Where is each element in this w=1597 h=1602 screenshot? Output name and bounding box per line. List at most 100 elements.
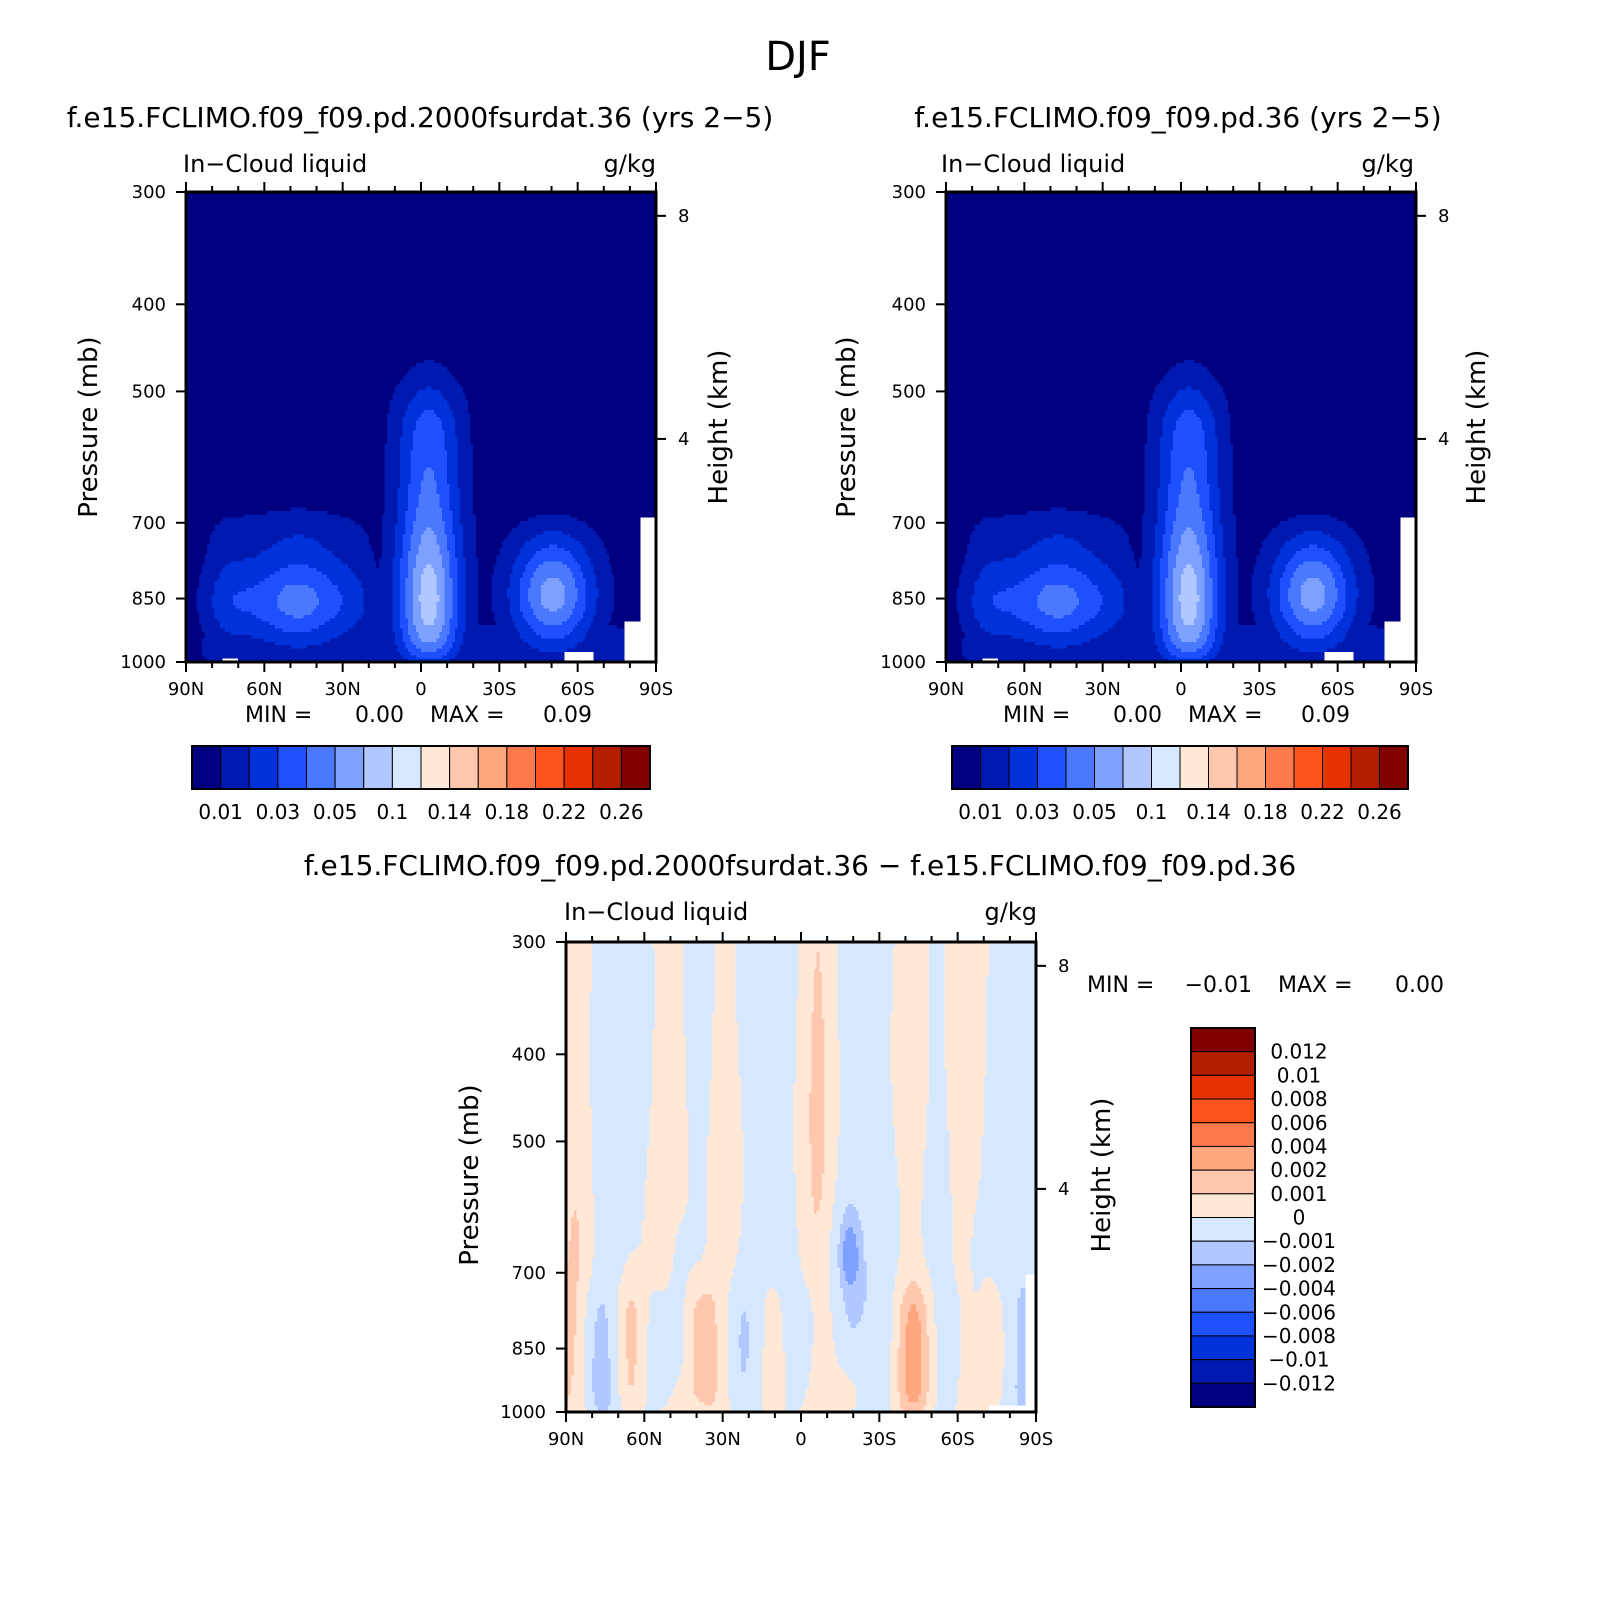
colorbar-box (1095, 746, 1124, 789)
y-axis-right-label: Height (km) (704, 350, 734, 505)
x-tick-label: 90S (639, 679, 673, 700)
x-tick-label: 30S (482, 679, 516, 700)
units-label: g/kg (985, 898, 1037, 926)
y-axis-label: Pressure (mb) (74, 336, 104, 517)
y-right-tick-label: 8 (678, 206, 689, 227)
min-label: MIN = (1003, 703, 1070, 728)
colorbar-label: 0.05 (1072, 800, 1117, 824)
x-tick-label: 30S (1242, 679, 1276, 700)
y-tick-label: 300 (132, 182, 166, 203)
colorbar-box (1152, 746, 1181, 789)
colorbar-label: 0.26 (599, 800, 644, 824)
panel-difference: f.e15.FCLIMO.f09_f09.pd.2000fsurdat.36 −… (304, 849, 1444, 1450)
colorbar-box (1323, 746, 1352, 789)
colorbar-box (307, 746, 336, 789)
colorbar-box (1380, 746, 1409, 789)
colorbar: 0.01 0.03 0.05 0.1 0.14 0.18 0.22 0.26 (952, 746, 1408, 824)
variable-label: In−Cloud liquid (183, 150, 367, 178)
colorbar-box (564, 746, 593, 789)
y-tick-label: 850 (892, 589, 926, 610)
x-tick-label: 60N (246, 679, 282, 700)
y-right-tick-label: 4 (678, 429, 689, 450)
colorbar-label: 0.22 (542, 800, 587, 824)
colorbar-box (1294, 746, 1323, 789)
colorbar-box (221, 746, 250, 789)
y-tick-label: 400 (892, 294, 926, 315)
colorbar-box (1066, 746, 1095, 789)
y-tick-label: 700 (892, 513, 926, 534)
panel-control-pd: f.e15.FCLIMO.f09_f09.pd.36 (yrs 2−5) In−… (832, 101, 1492, 824)
units-label: g/kg (604, 150, 656, 178)
y-tick-label: 500 (892, 381, 926, 402)
y-right-tick-label: 4 (1438, 429, 1449, 450)
colorbar-box (478, 746, 507, 789)
colorbar-box (278, 746, 307, 789)
x-tick-label: 90S (1399, 679, 1433, 700)
colorbar-box (593, 746, 622, 789)
colorbar-label: 0.22 (1300, 800, 1345, 824)
colorbar-label: 0.14 (1186, 800, 1231, 824)
y-tick-label: 1000 (880, 652, 926, 673)
colorbar-label: 0.03 (1015, 800, 1060, 824)
colorbar-box (981, 746, 1010, 789)
colorbar-box (192, 746, 221, 789)
colorbar-label: 0.1 (376, 800, 408, 824)
panel-title: f.e15.FCLIMO.f09_f09.pd.36 (yrs 2−5) (914, 101, 1441, 134)
max-value: 0.09 (1301, 703, 1350, 728)
x-tick-label: 60S (1320, 679, 1354, 700)
colorbar-box (1180, 746, 1209, 789)
x-tick-label: 0 (1175, 679, 1186, 700)
field-cells (566, 942, 1037, 1413)
colorbar-box (1123, 746, 1152, 789)
colorbar-box (335, 746, 364, 789)
y-tick-label: 400 (132, 294, 166, 315)
page-title: DJF (765, 34, 831, 80)
max-value: 0.09 (543, 703, 592, 728)
panel-title: f.e15.FCLIMO.f09_f09.pd.2000fsurdat.36 −… (304, 849, 1296, 882)
min-value: 0.00 (355, 703, 404, 728)
colorbar-box (536, 746, 565, 789)
colorbar-box (1009, 746, 1038, 789)
colorbar-box (1266, 746, 1295, 789)
colorbar-box (421, 746, 450, 789)
colorbar-label: 0.05 (313, 800, 358, 824)
colorbar-label: 0.01 (958, 800, 1003, 824)
colorbar-label: 0.1 (1136, 800, 1168, 824)
colorbar-label: 0.26 (1357, 800, 1402, 824)
x-tick-label: 30N (1084, 679, 1120, 700)
y-axis-label: Pressure (mb) (832, 336, 862, 517)
x-tick-label: 60S (560, 679, 594, 700)
colorbar-box (1351, 746, 1380, 789)
y-tick-label: 1000 (120, 652, 166, 673)
x-tick-label: 30N (324, 679, 360, 700)
colorbar-box (952, 746, 981, 789)
field-cells (946, 192, 1417, 663)
min-value: 0.00 (1113, 703, 1162, 728)
colorbar-box (450, 746, 479, 789)
max-label: MAX = (1188, 703, 1263, 728)
x-tick-label: 90N (928, 679, 964, 700)
min-label: MIN = (245, 703, 312, 728)
max-label: MAX = (430, 703, 505, 728)
y-tick-label: 850 (132, 589, 166, 610)
colorbar-label: 0.18 (1243, 800, 1288, 824)
variable-label: In−Cloud liquid (941, 150, 1125, 178)
units-label: g/kg (1362, 150, 1414, 178)
panel-control-2000fsurdat: f.e15.FCLIMO.f09_f09.pd.2000fsurdat.36 (… (67, 101, 774, 824)
y-tick-label: 300 (892, 182, 926, 203)
colorbar-box (1038, 746, 1067, 789)
x-tick-label: 60N (1006, 679, 1042, 700)
colorbar-label: 0.14 (427, 800, 472, 824)
colorbar-box (249, 746, 278, 789)
panel-title: f.e15.FCLIMO.f09_f09.pd.2000fsurdat.36 (… (67, 101, 774, 134)
y-tick-label: 700 (132, 513, 166, 534)
colorbar-box (1209, 746, 1238, 789)
colorbar-box (364, 746, 393, 789)
field-cells (186, 192, 657, 663)
x-tick-label: 90N (168, 679, 204, 700)
